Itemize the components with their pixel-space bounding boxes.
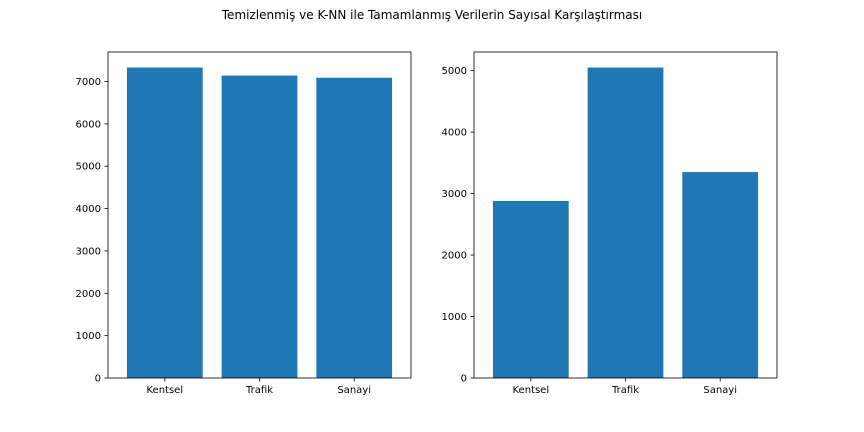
y-tick-label: 3000 [442, 189, 467, 200]
y-tick-label: 4000 [442, 128, 467, 139]
x-tick-label: Trafik [611, 385, 639, 396]
x-tick-label: Sanayi [337, 385, 371, 396]
y-tick-label: 3000 [76, 246, 101, 257]
y-tick-label: 0 [95, 374, 101, 385]
y-tick-label: 7000 [76, 77, 101, 88]
y-tick-label: 4000 [76, 204, 101, 215]
x-tick-label: Kentsel [513, 385, 550, 396]
y-tick-label: 0 [461, 374, 467, 385]
y-tick-label: 1000 [442, 312, 467, 323]
y-tick-label: 5000 [76, 162, 101, 173]
right-subplot: Kentsel Trafik Sanayi 0 1000 2000 3000 4000 5000 [442, 51, 778, 396]
bar-kentsel [126, 67, 203, 378]
bar-trafik [587, 67, 664, 378]
y-tick-label: 6000 [76, 119, 101, 130]
x-tick-label: Trafik [245, 385, 273, 396]
bar-sanayi [682, 172, 759, 378]
bar-kentsel [492, 200, 569, 378]
x-tick-label: Kentsel [147, 385, 184, 396]
y-tick-label: 5000 [442, 66, 467, 77]
left-subplot: Kentsel Trafik Sanayi 0 1000 2000 3000 4000 5000… [76, 51, 412, 396]
x-tick-label: Sanayi [703, 385, 737, 396]
figure-title: Temizlenmiş ve K-NN ile Tamamlanmış Veri… [221, 8, 642, 22]
bar-sanayi [316, 77, 393, 378]
bar-trafik [221, 75, 298, 378]
y-tick-label: 2000 [442, 251, 467, 262]
y-tick-label: 2000 [76, 289, 101, 300]
y-tick-label: 1000 [76, 331, 101, 342]
